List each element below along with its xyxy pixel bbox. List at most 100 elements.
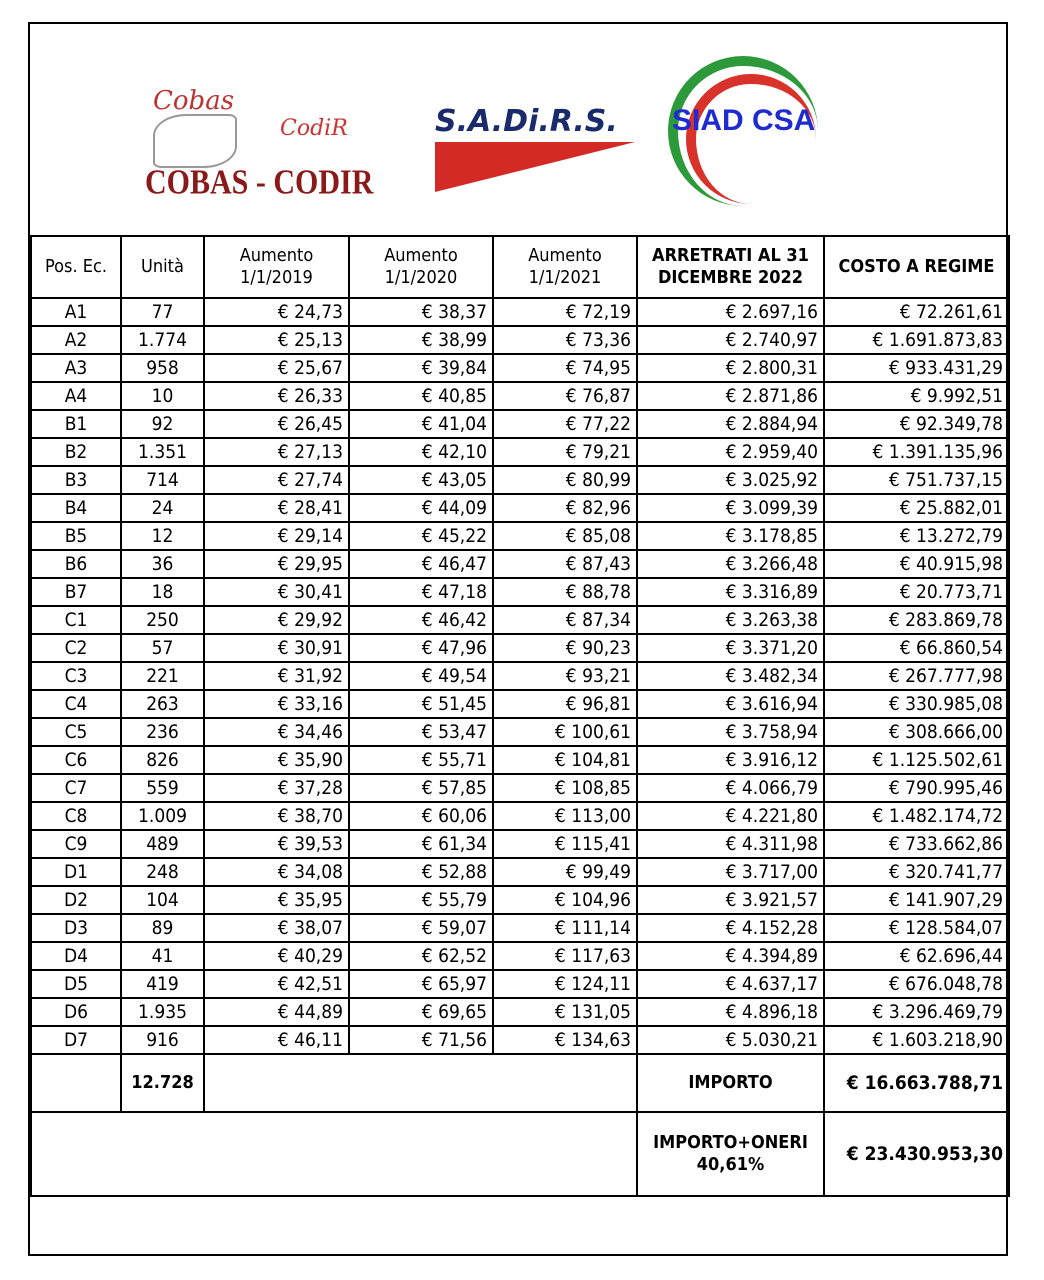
table-cell: € 1.482.174,72 <box>823 801 1010 831</box>
table-cell: € 35,95 <box>203 885 350 915</box>
table-cell: € 4.311,98 <box>636 829 825 859</box>
table-cell: 18 <box>120 577 205 607</box>
table-cell: € 24,73 <box>203 297 350 327</box>
table-cell: € 46,11 <box>203 1025 350 1055</box>
table-row: A4 10 € 26,33 € 40,85 € 76,87 € 2.871,86 € 9.9… <box>30 381 1010 411</box>
table-cell: € 4.637,17 <box>636 969 825 999</box>
oneri-label: IMPORTO+ONERI 40,61% <box>636 1111 825 1197</box>
column-header: Aumento 1/1/2020 <box>348 235 494 299</box>
table-cell: D5 <box>30 969 122 999</box>
column-header: COSTO A REGIME <box>823 235 1010 299</box>
table-cell: € 1.691.873,83 <box>823 325 1010 355</box>
table-cell: C7 <box>30 773 122 803</box>
table-cell: € 61,34 <box>348 829 494 859</box>
table-cell: € 34,46 <box>203 717 350 747</box>
table-cell: € 29,92 <box>203 605 350 635</box>
table-cell: € 3.296.469,79 <box>823 997 1010 1027</box>
table-cell: € 37,28 <box>203 773 350 803</box>
table-cell: € 72.261,61 <box>823 297 1010 327</box>
table-cell: 559 <box>120 773 205 803</box>
table-cell: € 113,00 <box>492 801 638 831</box>
table-cell: D4 <box>30 941 122 971</box>
table-cell: € 65,97 <box>348 969 494 999</box>
total-row: 12.728 IMPORTO € 16.663.788,71 <box>30 1053 1010 1113</box>
table-cell: € 38,70 <box>203 801 350 831</box>
table-row: B1 92 € 26,45 € 41,04 € 77,22 € 2.884,94 € 92.… <box>30 409 1010 439</box>
table-cell: € 96,81 <box>492 689 638 719</box>
column-header: Aumento 1/1/2019 <box>203 235 350 299</box>
table-cell: € 13.272,79 <box>823 521 1010 551</box>
table-cell: € 27,13 <box>203 437 350 467</box>
table-cell: € 20.773,71 <box>823 577 1010 607</box>
table-cell: € 52,88 <box>348 857 494 887</box>
table-cell: € 676.048,78 <box>823 969 1010 999</box>
table-cell: € 47,18 <box>348 577 494 607</box>
table-row: C3 221 € 31,92 € 49,54 € 93,21 € 3.482,34 € 26… <box>30 661 1010 691</box>
table-cell: 248 <box>120 857 205 887</box>
column-header: Pos. Ec. <box>30 235 122 299</box>
table-cell: 1.774 <box>120 325 205 355</box>
table-cell: € 80,99 <box>492 465 638 495</box>
sadirs-banner <box>435 142 635 192</box>
table-cell: € 40,85 <box>348 381 494 411</box>
table-cell: 714 <box>120 465 205 495</box>
table-row: C8 1.009 € 38,70 € 60,06 € 113,00 € 4.221,80 €… <box>30 801 1010 831</box>
header-row: Pos. Ec. Unità Aumento 1/1/2019 Aumento 1/1… <box>30 235 1010 299</box>
table-row: B6 36 € 29,95 € 46,47 € 87,43 € 3.266,48 € 40.… <box>30 549 1010 579</box>
table-cell: C1 <box>30 605 122 635</box>
table-cell: € 108,85 <box>492 773 638 803</box>
table-cell: 36 <box>120 549 205 579</box>
table-cell: € 88,78 <box>492 577 638 607</box>
table-cell: € 25,67 <box>203 353 350 383</box>
table-cell: € 117,63 <box>492 941 638 971</box>
table-row: B7 18 € 30,41 € 47,18 € 88,78 € 3.316,89 € 20.… <box>30 577 1010 607</box>
table-cell: € 2.871,86 <box>636 381 825 411</box>
table-row: D5 419 € 42,51 € 65,97 € 124,11 € 4.637,17 € 6… <box>30 969 1010 999</box>
column-header: Unità <box>120 235 205 299</box>
table-cell: € 87,34 <box>492 605 638 635</box>
table-cell: € 33,16 <box>203 689 350 719</box>
table-cell: € 3.616,94 <box>636 689 825 719</box>
table-cell: € 92.349,78 <box>823 409 1010 439</box>
table-cell: C6 <box>30 745 122 775</box>
table-cell: 89 <box>120 913 205 943</box>
table-cell: € 77,22 <box>492 409 638 439</box>
table-cell: D6 <box>30 997 122 1027</box>
table-cell: € 99,49 <box>492 857 638 887</box>
table-cell: € 82,96 <box>492 493 638 523</box>
table-cell: € 115,41 <box>492 829 638 859</box>
table-cell: 1.935 <box>120 997 205 1027</box>
table-cell: C3 <box>30 661 122 691</box>
table-cell: € 28,41 <box>203 493 350 523</box>
oneri-value: € 23.430.953,30 <box>823 1111 1010 1197</box>
table-cell: € 30,41 <box>203 577 350 607</box>
table-cell: € 3.025,92 <box>636 465 825 495</box>
table-cell: D2 <box>30 885 122 915</box>
table-row: C1 250 € 29,92 € 46,42 € 87,34 € 3.263,38 € 28… <box>30 605 1010 635</box>
table-cell: € 90,23 <box>492 633 638 663</box>
table-cell: 221 <box>120 661 205 691</box>
table-cell: € 55,71 <box>348 745 494 775</box>
table-cell: € 43,05 <box>348 465 494 495</box>
importo-value: € 16.663.788,71 <box>823 1053 1010 1113</box>
table-cell: 958 <box>120 353 205 383</box>
total-units: 12.728 <box>120 1053 205 1113</box>
table-cell: € 51,45 <box>348 689 494 719</box>
table-cell: € 790.995,46 <box>823 773 1010 803</box>
table-cell: A3 <box>30 353 122 383</box>
table-cell: A2 <box>30 325 122 355</box>
table-cell: € 1.603.218,90 <box>823 1025 1010 1055</box>
importo-label: IMPORTO <box>636 1053 825 1113</box>
table-cell: € 41,04 <box>348 409 494 439</box>
table-cell: € 27,74 <box>203 465 350 495</box>
table-cell: € 42,10 <box>348 437 494 467</box>
table-cell: C2 <box>30 633 122 663</box>
table-cell: € 9.992,51 <box>823 381 1010 411</box>
table-row: C9 489 € 39,53 € 61,34 € 115,41 € 4.311,98 € 7… <box>30 829 1010 859</box>
table-cell: € 31,92 <box>203 661 350 691</box>
trinacria-emblem <box>153 114 237 168</box>
table-cell: € 35,90 <box>203 745 350 775</box>
siad-csa-logo: SIAD CSA <box>668 56 838 206</box>
table-cell: € 73,36 <box>492 325 638 355</box>
table-cell: B7 <box>30 577 122 607</box>
